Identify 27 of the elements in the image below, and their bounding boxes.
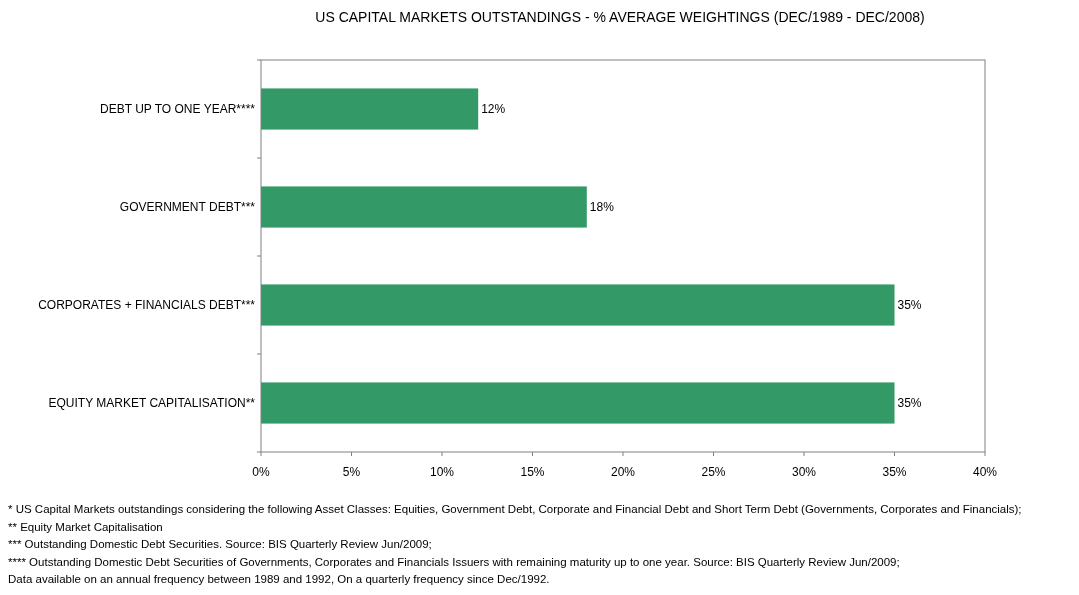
text: ** Equity Market Capitalisation <box>8 520 163 533</box>
data-label: 35% <box>897 298 922 312</box>
x-tick-label: 15% <box>520 465 545 479</box>
bar <box>261 382 895 424</box>
y-tick-label: CORPORATES + FINANCIALS DEBT*** <box>38 298 256 312</box>
text: * US Capital Markets outstandings considering the following Asset Classes: Equities, Government Debt, Corporate and Financial Debt and Short Term Debt (Governments, Corporates and Financials); <box>8 503 1022 515</box>
data-label: 12% <box>481 102 506 116</box>
data-label: 18% <box>589 200 615 214</box>
x-tick-label: 35% <box>882 465 907 479</box>
x-tick-label: 25% <box>701 465 726 479</box>
x-tick-label: 20% <box>610 465 636 479</box>
chart-title: US CAPITAL MARKETS OUTSTANDINGS - % AVERAGE WEIGHTINGS (DEC/1989 - DEC/2008) <box>315 9 925 25</box>
y-tick-label: EQUITY MARKET CAPITALISATION** <box>48 396 256 410</box>
text: **** Outstanding Domestic Debt Securities of Governments, Corporates and Financials Issuers with remaining maturity up to one year. Source: BIS Quarterly Review Jun/2009; <box>8 555 900 568</box>
y-tick-label: GOVERNMENT DEBT*** <box>119 200 256 214</box>
text: Data available on an annual frequency between 1989 and 1992, On a quarterly frequency since Dec/1992. <box>8 573 550 585</box>
y-tick-label: DEBT UP TO ONE YEAR**** <box>100 102 256 116</box>
x-tick-label: 30% <box>791 465 817 479</box>
x-tick-label: 0% <box>252 465 270 479</box>
bar <box>261 88 479 130</box>
bar <box>261 186 587 228</box>
x-tick-label: 5% <box>342 465 361 479</box>
text: *** Outstanding Domestic Debt Securities. Source: BIS Quarterly Review Jun/2009; <box>8 538 432 550</box>
data-label: 35% <box>897 396 922 410</box>
x-tick-label: 10% <box>429 465 455 479</box>
bar <box>261 284 895 326</box>
x-tick-label: 40% <box>972 465 998 479</box>
